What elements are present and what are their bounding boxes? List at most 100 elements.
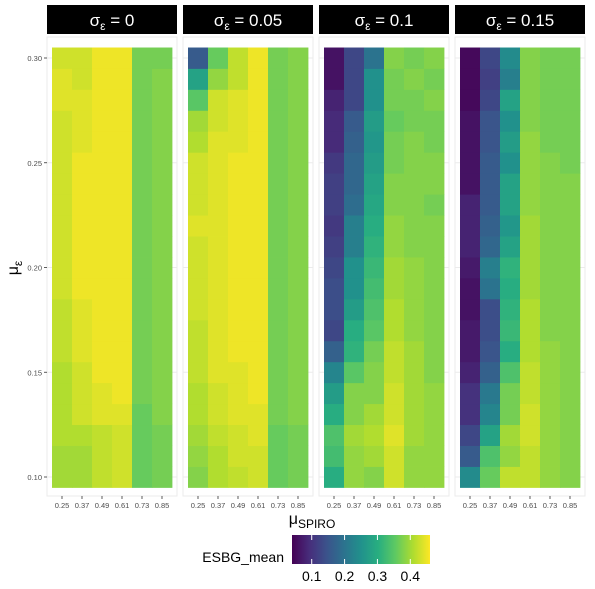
facet-strip-label-value: = 0.1 xyxy=(370,11,413,30)
heatmap-cell xyxy=(288,194,309,216)
heatmap-cell xyxy=(132,319,153,342)
heatmap-cell xyxy=(72,47,93,69)
heatmap-cell xyxy=(560,298,581,321)
facet-panel: σε = 0 0.25 0.37 0.49 0.61 0.73 0.85 xyxy=(46,5,178,510)
x-tick-label: 0.37 xyxy=(347,501,362,510)
heatmap-cell xyxy=(112,466,133,488)
heatmap-cell xyxy=(112,68,133,90)
heatmap-cell xyxy=(208,236,229,258)
heatmap-cell xyxy=(324,424,345,446)
heatmap-cell xyxy=(152,89,173,111)
heatmap-cell xyxy=(500,89,521,111)
heatmap-cell xyxy=(132,298,153,321)
heatmap-cell xyxy=(540,277,561,300)
heatmap-cell xyxy=(268,466,289,488)
heatmap-cell xyxy=(384,361,405,384)
heatmap-cell xyxy=(52,47,73,69)
heatmap-cell xyxy=(248,89,269,111)
heatmap-cell xyxy=(540,382,561,405)
heatmap-cell xyxy=(72,403,93,426)
heatmap-cell xyxy=(228,277,249,300)
heatmap-cell xyxy=(364,277,385,300)
heatmap-cell xyxy=(344,466,365,488)
heatmap-cell xyxy=(188,382,209,405)
heatmap-cell xyxy=(52,382,73,405)
heatmap-cell xyxy=(520,466,541,488)
heatmap-cell xyxy=(112,236,133,258)
x-tick-label: 0.25 xyxy=(191,501,206,510)
heatmap-cell xyxy=(152,424,173,446)
heatmap-cell xyxy=(404,68,425,90)
heatmap-cell xyxy=(404,424,425,446)
facet-panels: σε = 00.25 0.37 0.49 0.61 0.73 0.85 σε = 0.05 0… xyxy=(46,5,586,510)
heatmap-cell xyxy=(424,382,445,405)
heatmap-cell xyxy=(208,89,229,111)
heatmap-cell xyxy=(424,89,445,111)
heatmap-cell xyxy=(208,361,229,384)
heatmap-cell xyxy=(500,152,521,174)
heatmap-cell xyxy=(132,152,153,174)
heatmap-cell xyxy=(460,277,481,300)
heatmap-cell xyxy=(208,47,229,69)
heatmap-cell xyxy=(364,236,385,258)
heatmap-cell xyxy=(344,403,365,426)
heatmap-cell xyxy=(248,424,269,446)
heatmap-cell xyxy=(364,89,385,111)
heatmap-cell xyxy=(152,215,173,237)
heatmap-cell xyxy=(364,68,385,90)
heatmap-cell xyxy=(460,68,481,90)
heatmap-cell xyxy=(404,298,425,321)
heatmap-cell xyxy=(500,257,521,279)
heatmap-cell xyxy=(520,403,541,426)
heatmap-cell xyxy=(424,298,445,321)
facet-strip xyxy=(319,5,449,34)
heatmap-cell xyxy=(324,152,345,174)
heatmap-cell xyxy=(208,152,229,174)
heatmap-cell xyxy=(288,257,309,279)
heatmap-cell xyxy=(208,382,229,405)
heatmap-cell xyxy=(500,194,521,216)
facet-strip-label: σε = 0.05 xyxy=(214,11,282,33)
heatmap-cell xyxy=(72,236,93,258)
heatmap-cell xyxy=(344,340,365,363)
heatmap-cell xyxy=(132,403,153,426)
heatmap-cell xyxy=(364,298,385,321)
heatmap-cell xyxy=(500,403,521,426)
heatmap-cell xyxy=(344,110,365,132)
heatmap-cell xyxy=(460,194,481,216)
heatmap-cell xyxy=(92,68,113,90)
facet-strip-label-value: = 0 xyxy=(106,11,135,30)
heatmap-cell xyxy=(324,47,345,69)
x-tick-label: 0.49 xyxy=(367,501,382,510)
heatmap-cell xyxy=(364,466,385,488)
heatmap-cell xyxy=(480,445,501,467)
heatmap-cell xyxy=(324,382,345,405)
heatmap-cell xyxy=(384,152,405,174)
heatmap-cell xyxy=(364,319,385,342)
heatmap-cell xyxy=(188,257,209,279)
heatmap-cell xyxy=(384,403,405,426)
heatmap-cell xyxy=(72,361,93,384)
heatmap-cell xyxy=(152,382,173,405)
heatmap-cell xyxy=(112,110,133,132)
heatmap-cell xyxy=(344,277,365,300)
facet-strip-label-sub: ε xyxy=(365,19,371,33)
heatmap-cell xyxy=(52,236,73,258)
heatmap-cell xyxy=(92,236,113,258)
heatmap-cell xyxy=(460,257,481,279)
x-tick-label: 0.49 xyxy=(231,501,246,510)
heatmap-cell xyxy=(268,68,289,90)
heatmap-cell xyxy=(520,173,541,195)
heatmap-cell xyxy=(364,131,385,153)
heatmap-cell xyxy=(520,152,541,174)
y-tick-label: 0.10 xyxy=(27,473,42,482)
y-axis-title-sub: ε xyxy=(11,260,25,266)
heatmap-cell xyxy=(344,382,365,405)
heatmap-cell xyxy=(324,68,345,90)
facet-strip-label-symbol: σ xyxy=(355,11,366,30)
heatmap-cell xyxy=(228,382,249,405)
legend-ticks: 0.1 0.2 0.3 0.4 xyxy=(302,535,420,584)
heatmap-cell xyxy=(480,194,501,216)
heatmap-cell xyxy=(208,277,229,300)
heatmap-cell xyxy=(248,68,269,90)
